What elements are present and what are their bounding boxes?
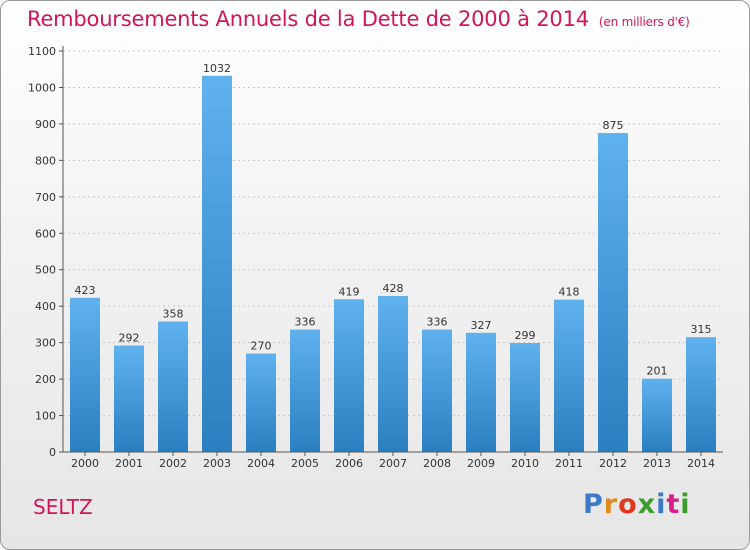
x-tick-label: 2000 — [71, 457, 99, 470]
bar — [466, 332, 496, 452]
y-tick-label: 400 — [35, 300, 56, 313]
y-tick-label: 800 — [35, 154, 56, 167]
x-tick-label: 2003 — [203, 457, 231, 470]
bar — [334, 299, 364, 452]
data-label: 327 — [471, 319, 492, 332]
y-tick-label: 1000 — [28, 81, 56, 94]
logo-letter: t — [666, 489, 681, 520]
x-tick-label: 2011 — [555, 457, 583, 470]
logo-letter: i — [680, 489, 691, 520]
x-tick-label: 2009 — [467, 457, 495, 470]
data-label: 292 — [119, 332, 140, 345]
x-tick-label: 2005 — [291, 457, 319, 470]
bar — [554, 299, 584, 452]
x-tick-label: 2002 — [159, 457, 187, 470]
data-label: 201 — [647, 365, 668, 378]
chart-subtitle: (en milliers d'€) — [598, 15, 690, 29]
bar — [114, 345, 144, 452]
commune-name: SELTZ — [33, 495, 93, 519]
x-tick-label: 2013 — [643, 457, 671, 470]
x-tick-label: 2010 — [511, 457, 539, 470]
y-tick-label: 600 — [35, 227, 56, 240]
x-tick-label: 2001 — [115, 457, 143, 470]
bar — [686, 337, 716, 452]
data-label: 428 — [383, 282, 404, 295]
data-label: 336 — [427, 316, 448, 329]
y-tick-label: 100 — [35, 410, 56, 423]
bar — [70, 297, 100, 452]
bar — [202, 75, 232, 452]
y-tick-label: 300 — [35, 337, 56, 350]
bar — [158, 321, 188, 452]
x-tick-label: 2004 — [247, 457, 275, 470]
y-tick-label: 1100 — [28, 45, 56, 58]
data-label: 358 — [163, 307, 184, 320]
x-tick-label: 2006 — [335, 457, 363, 470]
x-tick-label: 2012 — [599, 457, 627, 470]
x-tick-label: 2014 — [687, 457, 715, 470]
logo-letter: x — [637, 489, 657, 520]
y-tick-label: 500 — [35, 264, 56, 277]
x-axis: 2000 2001 2002 2003 2004 2005 2006 2007 2008 2009… — [63, 451, 723, 470]
y-tick-label: 700 — [35, 191, 56, 204]
bar — [642, 378, 672, 452]
logo-letter: P — [583, 489, 604, 520]
data-label: 336 — [295, 316, 316, 329]
x-tick-label: 2007 — [379, 457, 407, 470]
logo-letter: o — [618, 489, 638, 520]
data-label: 418 — [559, 286, 580, 299]
bar — [510, 343, 540, 452]
y-tick-label: 900 — [35, 118, 56, 131]
proxiti-logo: Proxiti — [583, 489, 691, 520]
bar — [422, 329, 452, 452]
logo-letter: i — [656, 489, 667, 520]
bar — [598, 133, 628, 453]
data-label: 1032 — [203, 62, 231, 75]
y-axis: 0 100 200 300 400 500 600 700 800 900 1000 1100 — [28, 45, 64, 459]
bars: 423 292 358 1032 270 336 419 428 336 327 299 418 875… — [70, 62, 716, 453]
data-label: 419 — [339, 285, 360, 298]
x-tick-label: 2008 — [423, 457, 451, 470]
chart-title-text: Remboursements Annuels de la Dette de 20… — [27, 7, 589, 31]
bar — [290, 329, 320, 452]
bar — [246, 353, 276, 452]
chart-title: Remboursements Annuels de la Dette de 20… — [27, 7, 690, 31]
data-label: 299 — [515, 329, 536, 342]
bar — [378, 295, 408, 452]
data-label: 315 — [691, 323, 712, 336]
y-tick-label: 200 — [35, 373, 56, 386]
data-label: 423 — [75, 284, 96, 297]
data-label: 270 — [251, 340, 272, 353]
y-tick-label: 0 — [49, 446, 56, 459]
logo-letter: r — [603, 489, 619, 520]
data-label: 875 — [603, 119, 624, 132]
